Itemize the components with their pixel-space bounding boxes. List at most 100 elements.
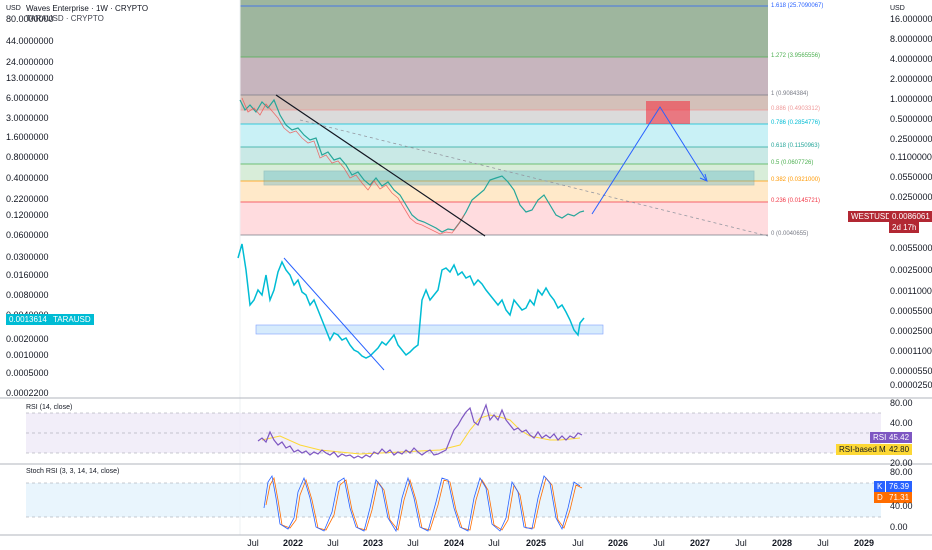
rsi-tick-40: 40.00	[890, 418, 913, 428]
right-axis-tick: 0.5000000	[890, 114, 932, 124]
fib-level-label: 0 (0.0040655)	[771, 231, 809, 237]
right-axis-tick: 0.0011000	[890, 286, 932, 296]
left-axis-tick: 6.0000000	[6, 93, 49, 103]
left-axis-tick: 0.0002200	[6, 388, 49, 398]
right-axis-tick: 0.1100000	[890, 152, 932, 162]
left-axis-tick: 0.0080000	[6, 290, 49, 300]
stoch-k-line	[263, 474, 581, 533]
downtrend-line[interactable]	[275, 94, 486, 237]
west-symbol-badge: WESTUSD	[848, 211, 894, 222]
left-axis-tick: 0.4000000	[6, 173, 49, 183]
fib-level-label: 0.382 (0.0321000)	[771, 177, 821, 183]
left-axis-tick: 80.0000000	[6, 14, 54, 24]
time-axis-tick: 2028	[771, 538, 793, 548]
time-axis-tick: 2029	[853, 538, 875, 548]
time-axis-tick: 2027	[689, 538, 711, 548]
fib-zone-1	[240, 95, 768, 110]
rsi-ma-value-badge: 42.80	[886, 444, 913, 455]
time-axis-tick: Jul	[327, 538, 339, 548]
time-axis-tick: 2022	[282, 538, 304, 548]
west-price-series	[239, 97, 585, 235]
right-axis-tick: 0.0550000	[890, 172, 932, 182]
rsi-value-badge: 45.42	[886, 432, 913, 443]
left-axis-tick: 0.2200000	[6, 194, 49, 204]
time-axis-tick: Jul	[653, 538, 665, 548]
left-axis-tick: 0.0600000	[6, 230, 49, 240]
right-axis-tick: 0.0000550	[890, 366, 932, 376]
right-axis-tick: 0.0055000	[890, 243, 932, 253]
right-axis-tick: 0.0000250	[890, 380, 932, 390]
dashed-trend-line[interactable]	[299, 119, 769, 237]
left-axis-tick: 44.0000000	[6, 36, 54, 46]
right-axis-tick: 0.0250000	[890, 192, 932, 202]
time-axis-tick: 2023	[362, 538, 384, 548]
stoch-tick-0: 0.00	[890, 522, 908, 532]
stoch-d-line	[265, 476, 583, 531]
left-axis-tick: 1.6000000	[6, 132, 49, 142]
rsi-line	[257, 403, 583, 459]
fib-level-label: 1.618 (25.7090067)	[771, 3, 824, 9]
fib-level-label: 0.236 (0.0145721)	[771, 198, 821, 204]
rsi-ma-line	[261, 414, 581, 455]
time-axis-tick: 2025	[525, 538, 547, 548]
tara-support-zone[interactable]	[255, 324, 604, 335]
fib-zone-0786	[240, 124, 768, 147]
time-axis-tick: Jul	[817, 538, 829, 548]
left-axis-tick: 0.8000000	[6, 152, 49, 162]
time-axis-tick: Jul	[735, 538, 747, 548]
west-price-badge: 0.0086061	[889, 211, 932, 222]
stoch-tick-40: 40.00	[890, 501, 913, 511]
fib-level-label: 0.786 (0.2854776)	[771, 120, 821, 126]
right-axis-tick: 16.0000000	[890, 14, 932, 24]
projection-path[interactable]	[591, 106, 707, 215]
rsi-label-badge: RSI	[870, 432, 890, 443]
right-axis-tick: 0.0002500	[890, 326, 932, 336]
left-currency-label: USD	[6, 5, 21, 12]
right-currency-label: USD	[890, 5, 905, 12]
left-axis-tick: 24.0000000	[6, 57, 54, 67]
fib-level-label: 1.272 (3.9565556)	[771, 53, 821, 59]
fib-zone-05	[240, 164, 768, 181]
left-axis-tick: 13.0000000	[6, 73, 54, 83]
tara-symbol-badge: TARAUSD	[50, 314, 94, 325]
tara-downtrend-line[interactable]	[283, 257, 385, 371]
fib-level-label: 0.5 (0.0607726)	[771, 160, 814, 166]
fib-level-label: 0.886 (0.4903312)	[771, 106, 821, 112]
right-axis-tick: 8.0000000	[890, 34, 932, 44]
left-axis-tick: 0.0010000	[6, 350, 49, 360]
stoch-k-label-badge: K	[874, 481, 886, 492]
chart-subtitle: TARAUSD · CRYPTO	[26, 14, 104, 23]
right-axis-tick: 2.0000000	[890, 74, 932, 84]
right-axis-tick: 0.0025000	[890, 265, 932, 275]
chart-title: Waves Enterprise · 1W · CRYPTO	[26, 4, 149, 13]
fib-level-label: 1 (0.9084384)	[771, 91, 809, 97]
fib-zone-1272	[240, 57, 768, 95]
right-axis-tick: 1.0000000	[890, 94, 932, 104]
left-axis-tick: 3.0000000	[6, 113, 49, 123]
right-axis-tick: 0.0005500	[890, 306, 932, 316]
rsi-tick-20: 20.00	[890, 458, 913, 468]
right-axis-tick: 4.0000000	[890, 54, 932, 64]
stoch-tick-80: 80.00	[890, 467, 913, 477]
west-countdown-badge: 2d 17h	[889, 222, 920, 233]
time-axis-tick: Jul	[407, 538, 419, 548]
chart-header: Waves Enterprise · 1W · CRYPTO TARAUSD ·…	[26, 4, 148, 24]
support-zone[interactable]	[263, 170, 755, 186]
stoch-d-value-badge: 71.31	[886, 492, 913, 503]
time-axis-tick: Jul	[488, 538, 500, 548]
right-axis-tick: 0.0001100	[890, 346, 932, 356]
fib-zone-0382	[240, 181, 768, 202]
fib-level-label: 0.618 (0.1150963)	[771, 143, 820, 149]
right-axis-tick: 0.2500000	[890, 134, 932, 144]
rsi-ma-label-badge: RSI-based MA	[836, 444, 895, 455]
stoch-d-label-badge: D	[874, 492, 886, 503]
left-axis-tick: 0.0300000	[6, 252, 49, 262]
target-zone[interactable]	[646, 101, 690, 124]
rsi-pane-title: RSI (14, close)	[26, 404, 73, 411]
time-axis-tick: 2026	[607, 538, 629, 548]
time-axis-tick: Jul	[247, 538, 259, 548]
time-axis-tick: 2024	[443, 538, 465, 548]
fib-zone-0236	[240, 202, 768, 235]
fib-zone-0886	[240, 110, 768, 124]
